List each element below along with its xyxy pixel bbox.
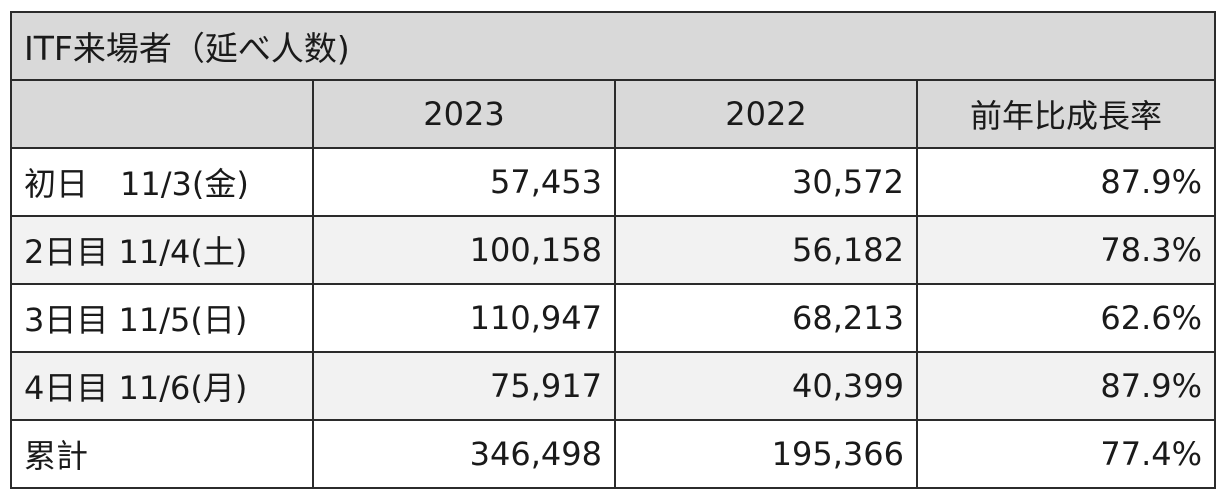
table-header-row: 2023 2022 前年比成長率 bbox=[10, 79, 1216, 149]
cell-2022: 68,213 bbox=[614, 283, 918, 353]
row-label: 2日目 11/4(土) bbox=[10, 215, 314, 285]
table-row: 初日 11/3(金) 57,453 30,572 87.9% bbox=[10, 147, 1216, 217]
cell-2022: 30,572 bbox=[614, 147, 918, 217]
table-row: 2日目 11/4(土) 100,158 56,182 78.3% bbox=[10, 215, 1216, 285]
visitor-table: ITF来場者（延べ人数) 2023 2022 前年比成長率 初日 11/3(金)… bbox=[10, 11, 1216, 489]
cell-growth: 87.9% bbox=[916, 351, 1216, 421]
cell-2022: 56,182 bbox=[614, 215, 918, 285]
row-label: 3日目 11/5(日) bbox=[10, 283, 314, 353]
cell-growth: 62.6% bbox=[916, 283, 1216, 353]
header-2022: 2022 bbox=[614, 79, 918, 149]
cell-2023: 346,498 bbox=[312, 419, 616, 489]
cell-2023: 75,917 bbox=[312, 351, 616, 421]
header-blank bbox=[10, 79, 314, 149]
table-title-row: ITF来場者（延べ人数) bbox=[10, 11, 1216, 81]
cell-2023: 57,453 bbox=[312, 147, 616, 217]
cell-2023: 100,158 bbox=[312, 215, 616, 285]
table-title: ITF来場者（延べ人数) bbox=[10, 11, 1216, 81]
header-2023: 2023 bbox=[312, 79, 616, 149]
visitor-table-container: ITF来場者（延べ人数) 2023 2022 前年比成長率 初日 11/3(金)… bbox=[10, 11, 1216, 489]
cell-growth: 77.4% bbox=[916, 419, 1216, 489]
table-row: 3日目 11/5(日) 110,947 68,213 62.6% bbox=[10, 283, 1216, 353]
table-row-total: 累計 346,498 195,366 77.4% bbox=[10, 419, 1216, 489]
row-label: 初日 11/3(金) bbox=[10, 147, 314, 217]
cell-2022: 40,399 bbox=[614, 351, 918, 421]
header-growth: 前年比成長率 bbox=[916, 79, 1216, 149]
row-label: 4日目 11/6(月) bbox=[10, 351, 314, 421]
cell-growth: 78.3% bbox=[916, 215, 1216, 285]
row-label: 累計 bbox=[10, 419, 314, 489]
table-row: 4日目 11/6(月) 75,917 40,399 87.9% bbox=[10, 351, 1216, 421]
cell-2022: 195,366 bbox=[614, 419, 918, 489]
cell-2023: 110,947 bbox=[312, 283, 616, 353]
cell-growth: 87.9% bbox=[916, 147, 1216, 217]
